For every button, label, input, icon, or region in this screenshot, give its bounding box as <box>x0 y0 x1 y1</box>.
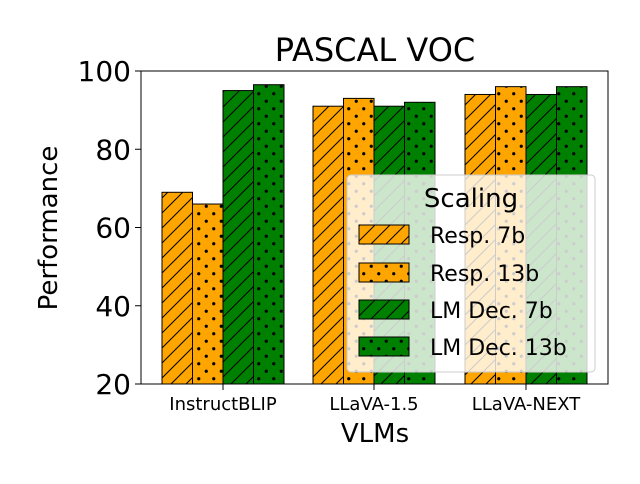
legend-item-resp-13b-label: Resp. 13b <box>430 262 539 287</box>
bar-instructblip-lm-dec-13b <box>253 84 285 385</box>
x-tick-label: LLaVA-NEXT <box>472 394 582 415</box>
legend-item-resp-7b-label: Resp. 7b <box>430 224 525 249</box>
legend-frame <box>346 174 596 373</box>
bar-instructblip-lm-dec-7b <box>222 90 254 385</box>
legend-item-resp-13b-swatch <box>358 262 410 283</box>
x-tick-label: InstructBLIP <box>169 394 277 415</box>
y-tick-label: 80 <box>95 133 131 166</box>
legend-item-lm-dec-13b-label: LM Dec. 13b <box>430 336 567 361</box>
legend-item-lm-dec-7b-label: LM Dec. 7b <box>430 299 553 324</box>
y-tick-label: 40 <box>95 290 131 323</box>
bar-llava-1-5-resp-7b <box>312 105 344 385</box>
y-tick-label: 20 <box>95 368 131 401</box>
bar-instructblip-resp-13b <box>192 203 224 385</box>
legend-item-resp-7b-swatch <box>358 224 410 245</box>
y-axis-label: Performance <box>34 146 64 311</box>
x-axis-ticks: InstructBLIP LLaVA-1.5 LLaVA-NEXT <box>169 384 581 415</box>
y-tick-label: 100 <box>78 55 131 88</box>
y-tick-label: 60 <box>95 212 131 245</box>
legend-item-lm-dec-7b-swatch <box>358 299 410 320</box>
x-axis-label: VLMs <box>341 419 409 449</box>
y-axis-ticks: 20 40 60 80 100 <box>78 55 141 401</box>
bar-instructblip-resp-7b <box>161 191 193 385</box>
legend: Scaling Resp. 7b Resp. 13b LM Dec. 7b LM De… <box>346 174 596 373</box>
legend-item-lm-dec-13b-swatch <box>358 336 410 357</box>
x-tick-label: LLaVA-1.5 <box>329 394 418 415</box>
legend-title: Scaling <box>424 184 518 214</box>
chart-title: PASCAL VOC <box>275 31 476 69</box>
